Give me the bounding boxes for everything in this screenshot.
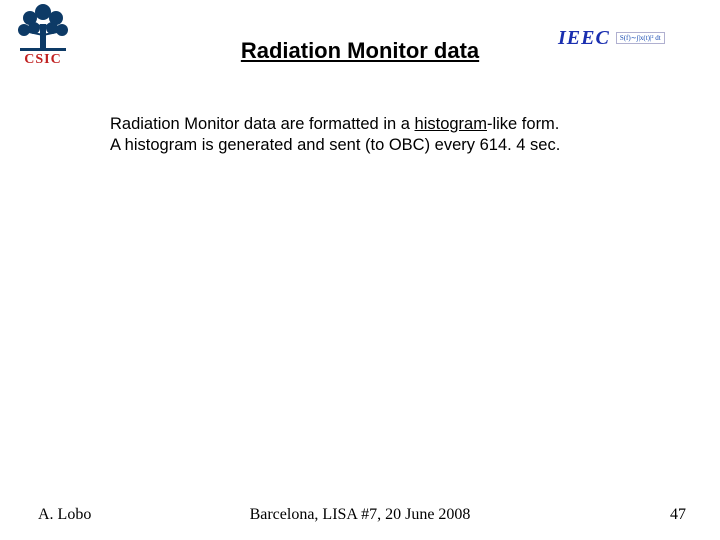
body-line-1-pre: Radiation Monitor data are formatted in … <box>110 115 415 133</box>
body-line-1: Radiation Monitor data are formatted in … <box>110 114 560 135</box>
ieec-formula-icon: S(f)∼∫|x(t)|² dt <box>616 32 665 44</box>
csic-logo-text: CSIC <box>24 52 61 68</box>
body-line-1-emph: histogram <box>415 115 487 133</box>
csic-logo: CSIC <box>12 4 74 74</box>
csic-tree-icon <box>14 4 72 52</box>
page-title: Radiation Monitor data <box>241 38 479 64</box>
footer-page-number: 47 <box>670 506 686 524</box>
ieec-logo: IEEC S(f)∼∫|x(t)|² dt <box>558 18 708 58</box>
slide-footer: A. Lobo Barcelona, LISA #7, 20 June 2008… <box>0 500 720 524</box>
body-line-1-post: -like form. <box>487 115 559 133</box>
body-paragraph: Radiation Monitor data are formatted in … <box>110 114 560 155</box>
body-line-2: A histogram is generated and sent (to OB… <box>110 135 560 156</box>
slide-header: CSIC Radiation Monitor data IEEC S(f)∼∫|… <box>0 0 720 75</box>
footer-author: A. Lobo <box>38 506 91 524</box>
ieec-logo-text: IEEC <box>558 27 610 50</box>
footer-venue: Barcelona, LISA #7, 20 June 2008 <box>250 506 471 524</box>
